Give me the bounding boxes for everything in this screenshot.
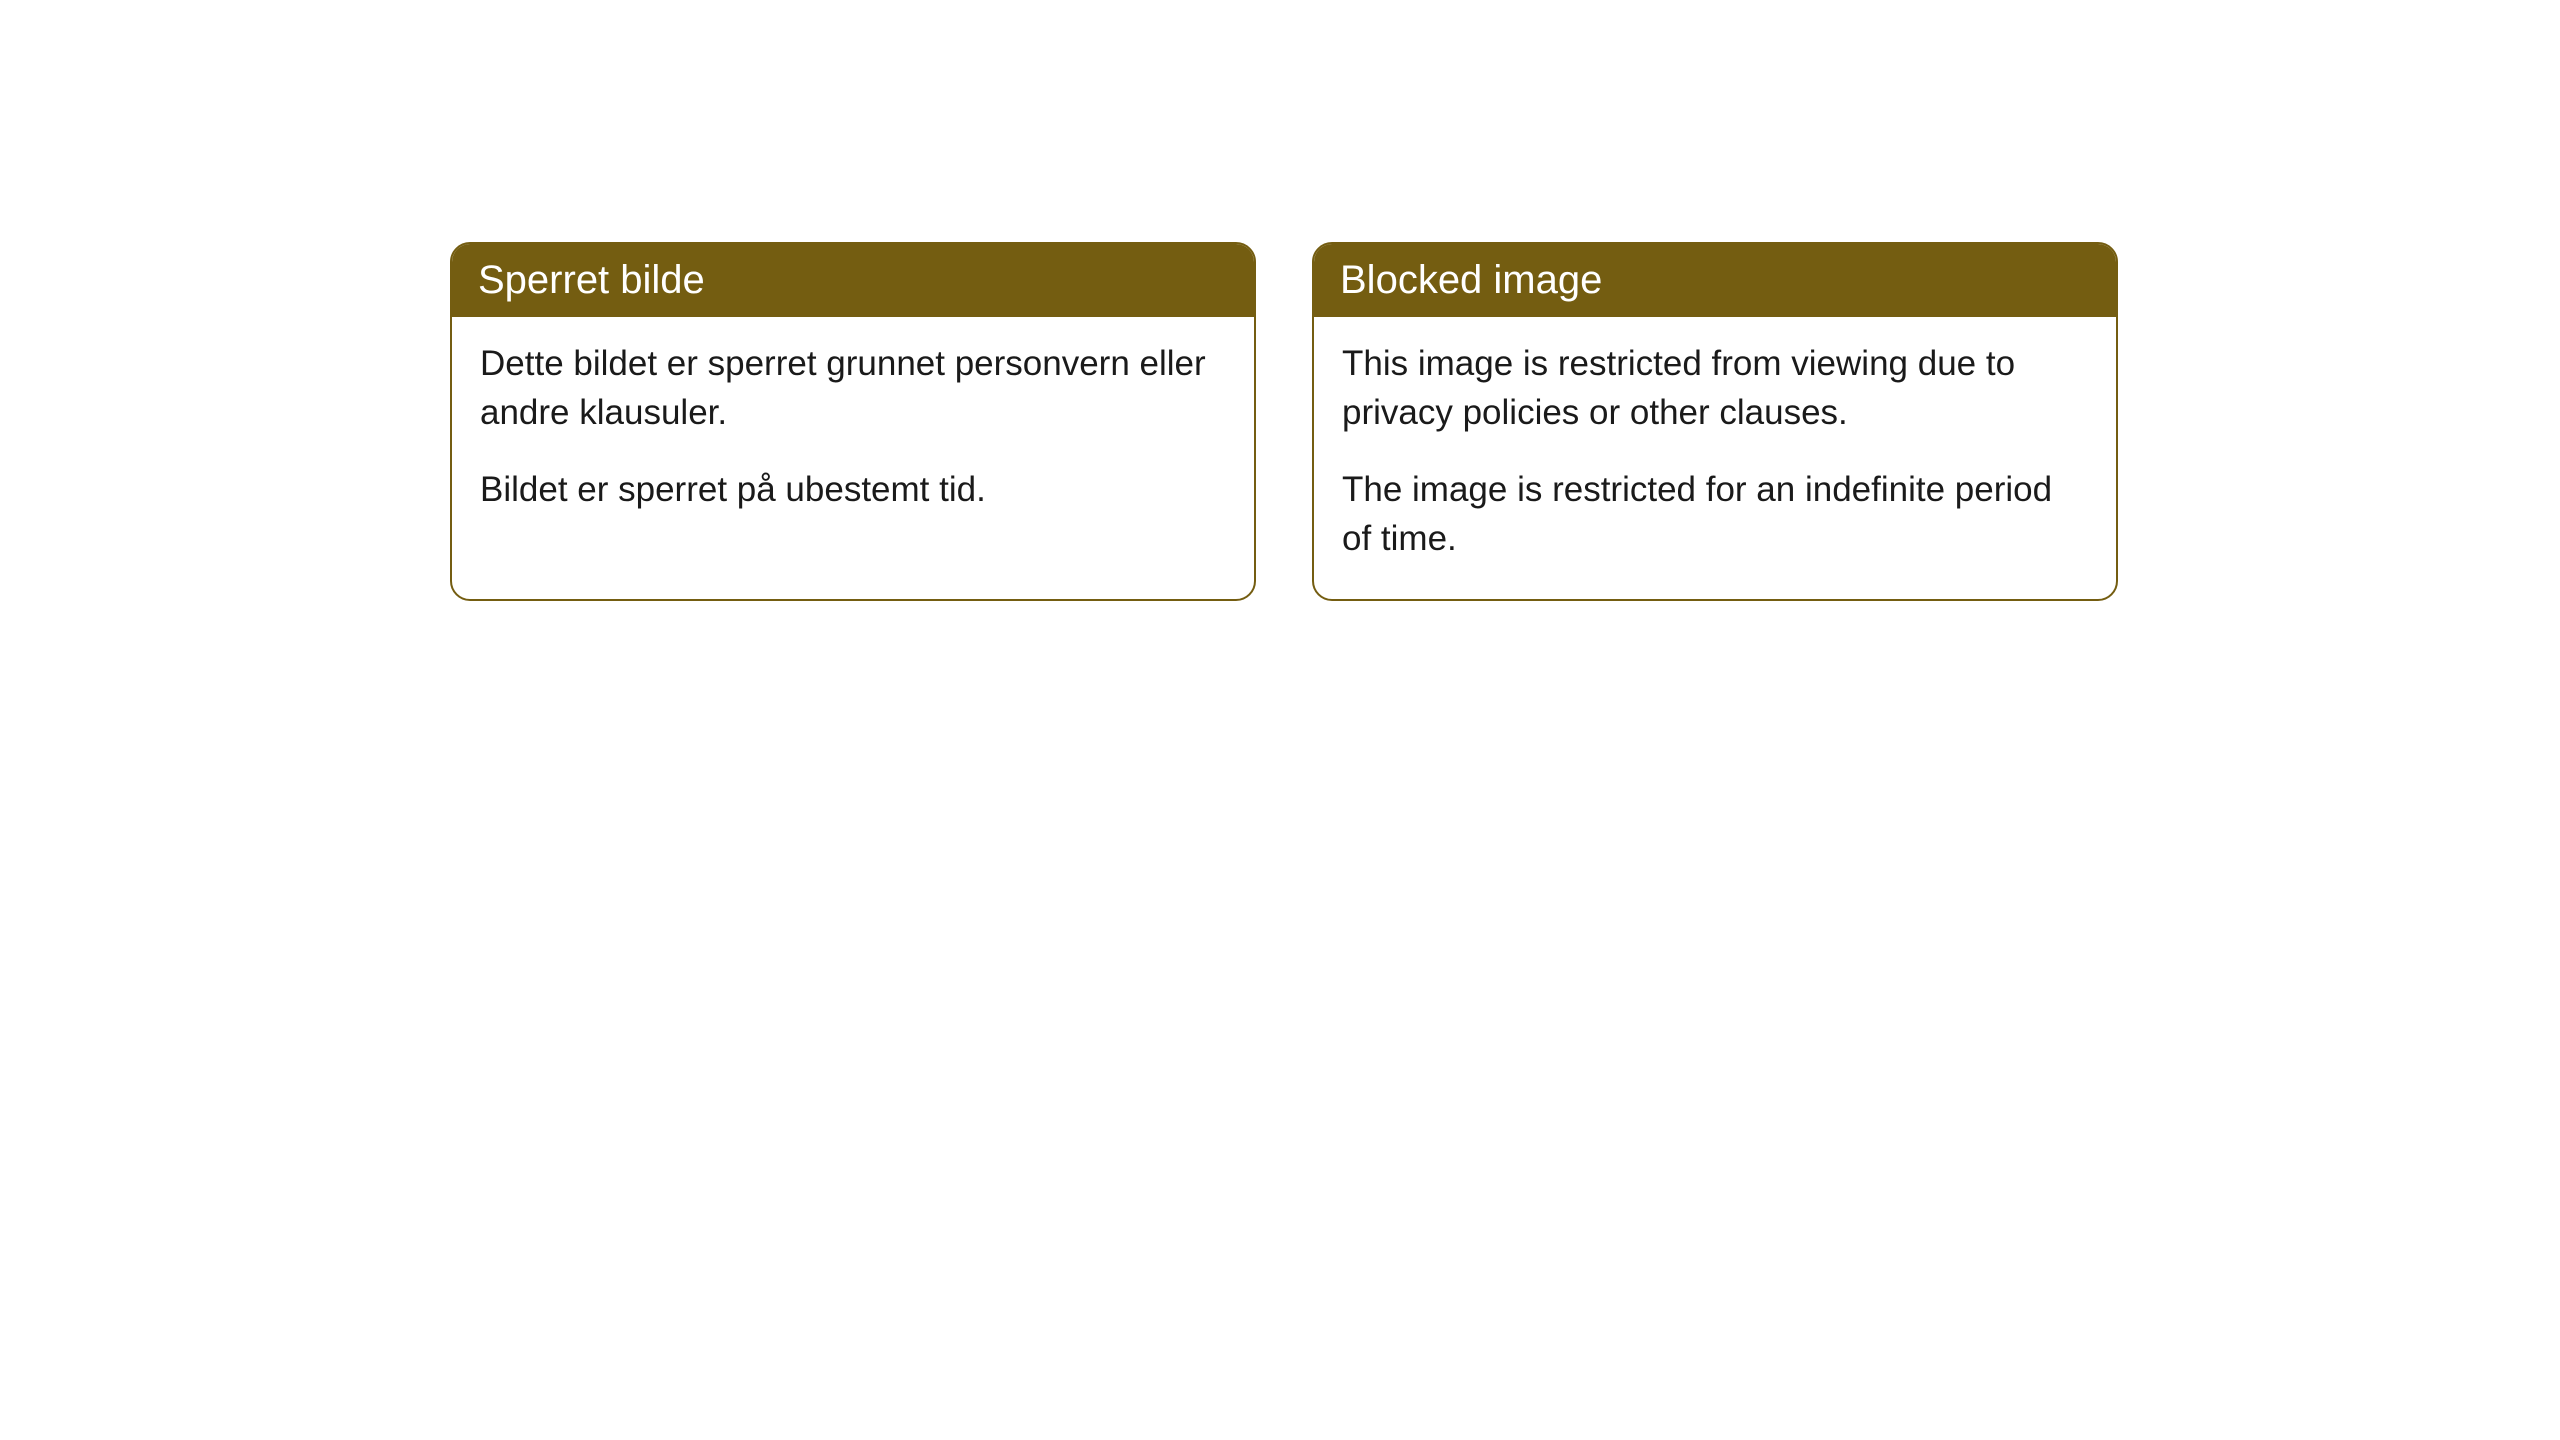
card-paragraph: Bildet er sperret på ubestemt tid. bbox=[480, 465, 1226, 514]
blocked-image-card-norwegian: Sperret bilde Dette bildet er sperret gr… bbox=[450, 242, 1256, 601]
card-header: Sperret bilde bbox=[452, 244, 1254, 317]
card-paragraph: The image is restricted for an indefinit… bbox=[1342, 465, 2088, 563]
card-header: Blocked image bbox=[1314, 244, 2116, 317]
card-paragraph: Dette bildet er sperret grunnet personve… bbox=[480, 339, 1226, 437]
blocked-image-card-english: Blocked image This image is restricted f… bbox=[1312, 242, 2118, 601]
card-body: This image is restricted from viewing du… bbox=[1314, 317, 2116, 599]
cards-container: Sperret bilde Dette bildet er sperret gr… bbox=[450, 242, 2118, 601]
card-paragraph: This image is restricted from viewing du… bbox=[1342, 339, 2088, 437]
card-body: Dette bildet er sperret grunnet personve… bbox=[452, 317, 1254, 550]
card-title: Sperret bilde bbox=[478, 258, 705, 302]
card-title: Blocked image bbox=[1340, 258, 1602, 302]
